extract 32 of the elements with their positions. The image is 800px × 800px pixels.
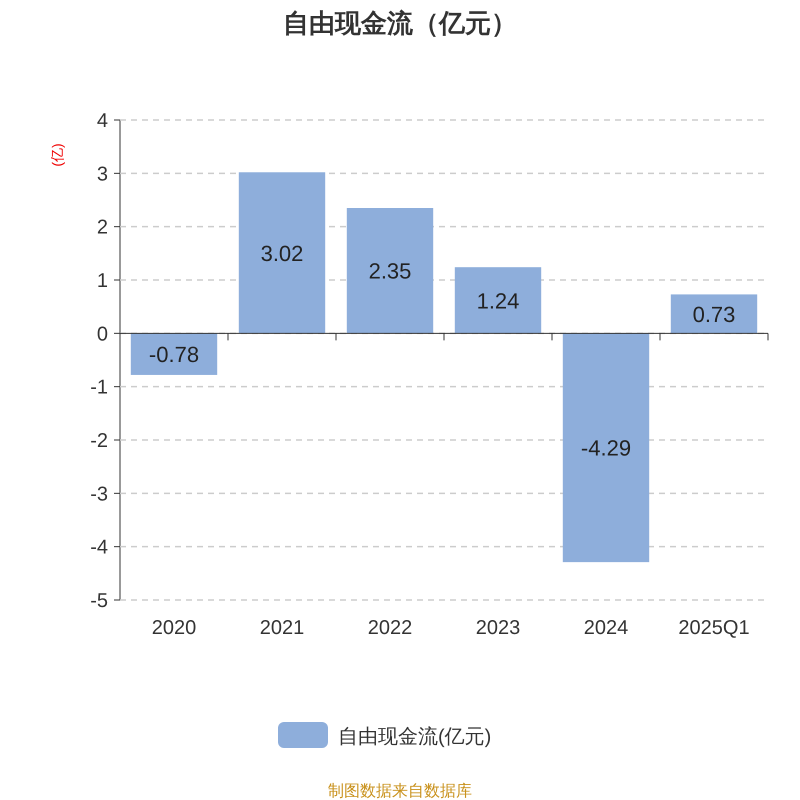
data-label: -4.29 xyxy=(580,436,632,461)
chart-title: 自由现金流（亿元） xyxy=(283,8,517,38)
bar xyxy=(346,208,434,334)
text: 制图数据来自数据库 xyxy=(328,782,472,800)
data-label: 2.35 xyxy=(368,258,412,284)
bar xyxy=(670,294,758,334)
legend-label: 自由现金流(亿元) xyxy=(338,726,492,748)
x-tick-label: 2021 xyxy=(260,617,304,639)
bar xyxy=(130,333,218,375)
y-tick-label: -2 xyxy=(90,430,108,452)
data-label: -0.78 xyxy=(148,342,200,368)
y-tick-label: -4 xyxy=(90,536,108,559)
x-tick-label: 2023 xyxy=(476,617,520,639)
y-tick-label: 0 xyxy=(96,323,108,346)
y-tick-label: 3 xyxy=(96,163,108,186)
y-tick-label: -5 xyxy=(90,590,108,612)
y-tick-label: -1 xyxy=(90,376,108,399)
x-tick-label: 2020 xyxy=(152,617,196,639)
data-label: 3.02 xyxy=(260,240,304,266)
x-tick-label: 2025Q1 xyxy=(678,617,750,639)
bar xyxy=(238,172,326,334)
x-tick-label: 2022 xyxy=(368,617,412,639)
y-tick-label: 1 xyxy=(96,270,108,292)
y-tick-label: 2 xyxy=(96,216,108,239)
x-tick-label: 2024 xyxy=(584,617,628,639)
bar xyxy=(454,267,542,334)
data-label: 0.73 xyxy=(692,302,736,327)
y-tick-label: -3 xyxy=(90,483,108,506)
data-label: 1.24 xyxy=(476,288,520,314)
bar xyxy=(562,333,650,562)
y-tick-label: 4 xyxy=(96,110,108,132)
y-axis-title: (亿) xyxy=(49,143,65,167)
